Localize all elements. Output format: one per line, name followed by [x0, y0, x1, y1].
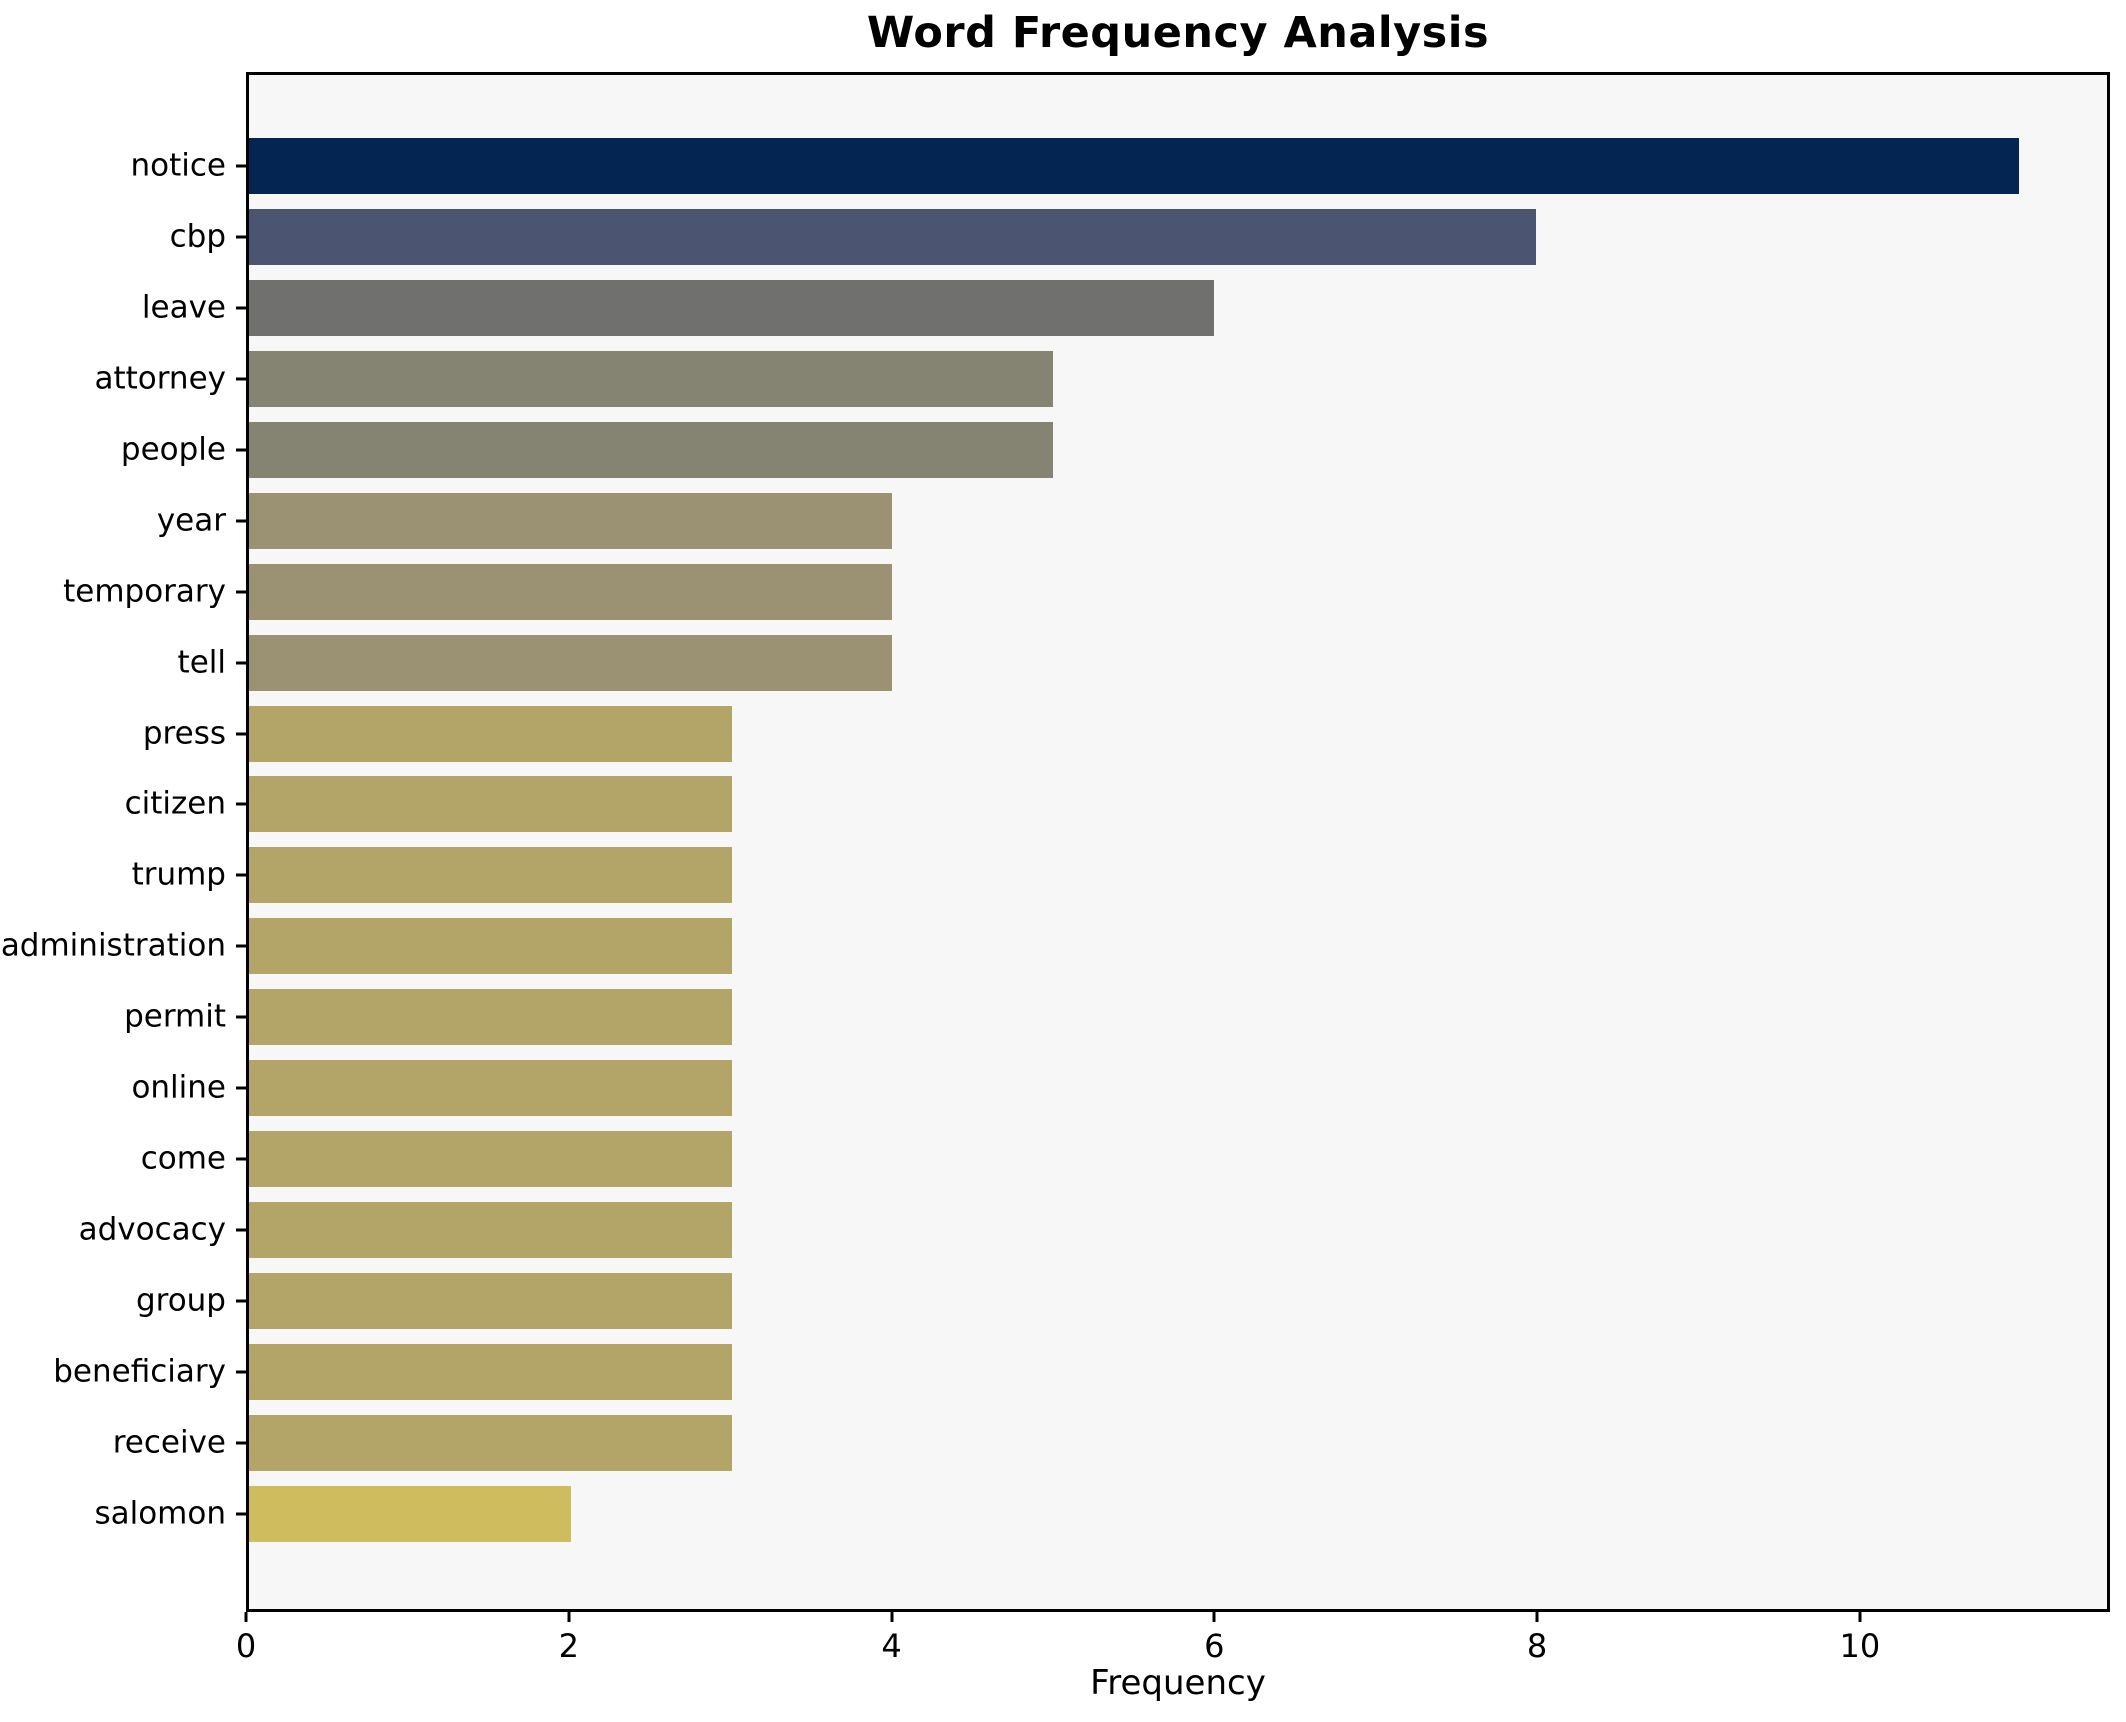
x-tick-label: 6 [1204, 1627, 1225, 1665]
bar-label: online [131, 1069, 226, 1106]
bar-label: beneficiary [53, 1353, 226, 1390]
bar-row: temporary [63, 563, 2107, 620]
bar-row: come [141, 1131, 2107, 1188]
bar [249, 776, 732, 833]
bar-label: salomon [94, 1495, 226, 1532]
bar [249, 421, 1054, 478]
bar [249, 1060, 732, 1117]
bar [249, 1414, 732, 1471]
bar-row: notice [131, 138, 2107, 194]
bar-label: trump [131, 856, 226, 893]
y-tick [236, 944, 246, 948]
chart-title: Word Frequency Analysis [866, 8, 1490, 58]
bar [249, 1343, 732, 1400]
bar-row: beneficiary [53, 1343, 2107, 1400]
y-tick [236, 873, 246, 877]
y-tick [236, 1015, 246, 1019]
bar-row: press [143, 705, 2107, 762]
bar-row: citizen [125, 776, 2107, 833]
bar-label: people [120, 431, 226, 468]
bar-label: leave [141, 289, 226, 326]
bar-label: press [142, 715, 226, 751]
x-tick-label: 2 [558, 1627, 579, 1665]
y-tick [236, 590, 246, 594]
y-tick [236, 519, 246, 523]
bar-row: administration [1, 918, 2107, 975]
x-tick [1212, 1612, 1216, 1622]
bar-label: temporary [63, 573, 226, 610]
x-tick [244, 1612, 248, 1622]
y-tick [236, 1157, 246, 1161]
bar [249, 208, 1536, 265]
bar-label: permit [124, 998, 226, 1035]
y-tick [236, 732, 246, 735]
bar-row: attorney [94, 350, 2107, 407]
bar-label: citizen [124, 785, 226, 822]
bar-row: leave [142, 279, 2107, 336]
bar-row: year [157, 492, 2107, 549]
x-tick-label: 0 [235, 1627, 257, 1665]
bar-row: online [131, 1060, 2107, 1117]
bar-row: trump [132, 847, 2107, 904]
x-axis: 0 2 4 6 8 10 [236, 1612, 2110, 1672]
bar [249, 492, 893, 549]
bar-label: administration [0, 927, 226, 964]
bar [249, 705, 732, 762]
y-tick [236, 235, 246, 239]
bar-label: cbp [169, 218, 226, 255]
bar-label: year [156, 502, 226, 539]
y-tick [236, 1299, 246, 1303]
bar-row: group [136, 1273, 2107, 1329]
bar [249, 634, 893, 691]
y-tick [236, 377, 246, 381]
y-tick [236, 1441, 246, 1445]
x-tick-label: 10 [1839, 1627, 1881, 1665]
bar-label: tell [177, 644, 226, 681]
bar-rows: notice cbp leave attorney people year temporar… [1, 138, 2107, 1542]
bar [249, 563, 893, 620]
bar-label: advocacy [78, 1211, 226, 1248]
bar [249, 1273, 732, 1329]
bar-row: permit [124, 989, 2107, 1046]
bar-row: people [121, 421, 2107, 478]
y-tick [236, 1086, 246, 1090]
plot-area: notice cbp leave attorney people year temporar… [1, 72, 2110, 1612]
bar-row: receive [113, 1414, 2107, 1471]
bar-label: receive [112, 1424, 226, 1461]
y-tick [236, 448, 246, 452]
bar-label: attorney [94, 360, 226, 397]
bar [249, 279, 1215, 336]
x-tick [1535, 1612, 1539, 1622]
bar [249, 1131, 732, 1188]
y-tick [236, 661, 246, 665]
y-tick [236, 802, 246, 806]
x-tick-label: 8 [1526, 1627, 1548, 1665]
y-tick [236, 1370, 246, 1374]
x-axis-label: Frequency [1090, 1663, 1266, 1703]
bar [249, 138, 2019, 194]
bar [249, 847, 732, 904]
y-tick [236, 306, 246, 310]
bar-row: cbp [170, 208, 2107, 265]
y-tick [236, 164, 246, 168]
bar [249, 918, 732, 975]
bar-row: advocacy [79, 1202, 2107, 1259]
x-tick [567, 1612, 571, 1622]
bar [249, 989, 732, 1046]
x-tick-label: 4 [881, 1627, 902, 1665]
bar [249, 1202, 732, 1259]
bar-label: notice [130, 147, 227, 184]
x-tick [890, 1612, 894, 1622]
bar [249, 1485, 571, 1542]
bar-label: come [140, 1140, 226, 1177]
x-tick [1858, 1612, 1862, 1622]
y-tick [236, 1228, 246, 1232]
bar-label: group [135, 1282, 226, 1319]
bar-row: salomon [94, 1485, 2107, 1542]
bar [249, 350, 1054, 407]
bar-row: tell [178, 634, 2107, 691]
y-tick [236, 1512, 246, 1516]
